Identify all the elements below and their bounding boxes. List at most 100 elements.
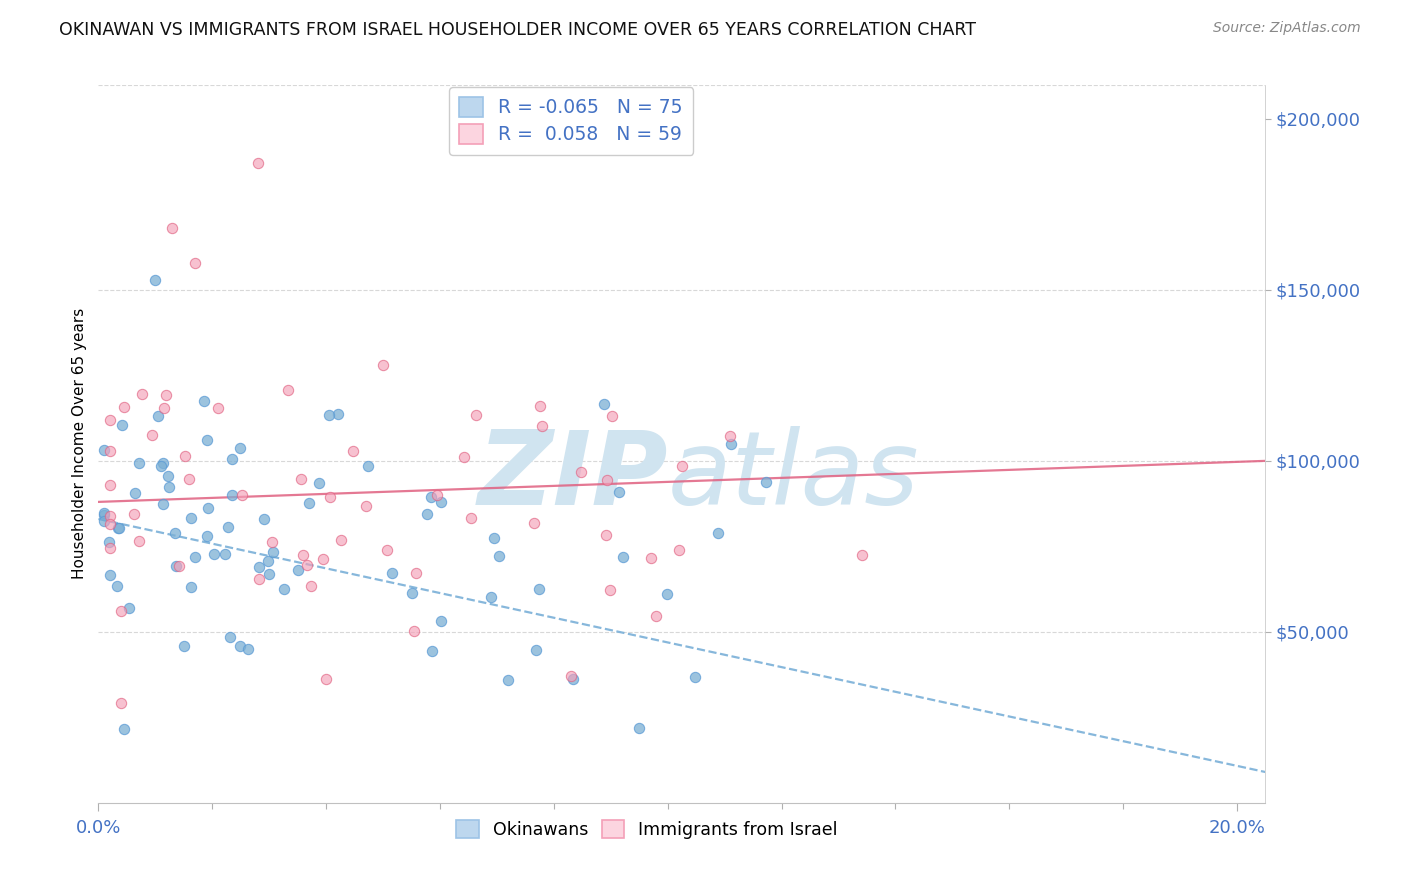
Point bbox=[146, 409, 169, 423]
Point bbox=[221, 452, 243, 467]
Point bbox=[291, 548, 314, 562]
Point bbox=[595, 528, 617, 542]
Point bbox=[527, 582, 550, 596]
Point bbox=[98, 541, 121, 556]
Point bbox=[592, 397, 614, 411]
Point bbox=[124, 507, 146, 521]
Point bbox=[524, 643, 547, 657]
Point bbox=[531, 419, 554, 434]
Point bbox=[479, 590, 502, 604]
Point bbox=[707, 525, 730, 540]
Point bbox=[262, 534, 284, 549]
Point bbox=[596, 473, 619, 487]
Point bbox=[195, 433, 218, 447]
Point bbox=[162, 221, 184, 235]
Point bbox=[287, 564, 309, 578]
Point bbox=[112, 722, 135, 736]
Point bbox=[247, 573, 270, 587]
Point bbox=[228, 441, 250, 455]
Point bbox=[193, 394, 215, 409]
Point bbox=[484, 531, 506, 545]
Point bbox=[668, 542, 690, 557]
Point bbox=[238, 641, 260, 656]
Point bbox=[354, 499, 377, 513]
Point bbox=[375, 542, 398, 557]
Point bbox=[252, 512, 274, 526]
Text: ZIP: ZIP bbox=[477, 425, 668, 526]
Point bbox=[110, 604, 132, 618]
Text: Source: ZipAtlas.com: Source: ZipAtlas.com bbox=[1213, 21, 1361, 36]
Point bbox=[152, 497, 174, 511]
Point bbox=[405, 566, 427, 580]
Point bbox=[98, 443, 121, 458]
Point bbox=[401, 586, 423, 600]
Y-axis label: Householder Income Over 65 years: Householder Income Over 65 years bbox=[72, 308, 87, 580]
Point bbox=[231, 488, 253, 502]
Point bbox=[159, 480, 181, 494]
Point bbox=[150, 459, 173, 474]
Point bbox=[720, 437, 742, 451]
Point bbox=[93, 443, 115, 458]
Point bbox=[599, 582, 621, 597]
Point bbox=[165, 559, 187, 574]
Legend: Okinawans, Immigrants from Israel: Okinawans, Immigrants from Israel bbox=[449, 814, 845, 846]
Point bbox=[640, 550, 662, 565]
Point bbox=[488, 549, 510, 563]
Point bbox=[173, 639, 195, 653]
Point bbox=[156, 469, 179, 483]
Point bbox=[312, 552, 335, 566]
Point bbox=[163, 525, 186, 540]
Point bbox=[98, 413, 121, 427]
Point bbox=[315, 672, 337, 686]
Point bbox=[600, 409, 623, 423]
Point bbox=[607, 484, 630, 499]
Point bbox=[217, 520, 239, 534]
Point bbox=[277, 384, 299, 398]
Point bbox=[523, 516, 546, 530]
Point bbox=[131, 387, 153, 401]
Point bbox=[645, 609, 668, 624]
Point bbox=[177, 472, 200, 486]
Point bbox=[167, 559, 190, 574]
Point bbox=[98, 567, 121, 582]
Point bbox=[143, 273, 166, 287]
Point bbox=[197, 501, 219, 516]
Point bbox=[718, 428, 741, 442]
Point bbox=[97, 534, 120, 549]
Point bbox=[202, 547, 225, 561]
Point bbox=[851, 548, 873, 562]
Point bbox=[318, 408, 340, 422]
Point bbox=[110, 697, 132, 711]
Point bbox=[429, 614, 451, 628]
Point bbox=[262, 545, 284, 559]
Point bbox=[328, 408, 350, 422]
Point bbox=[329, 533, 352, 547]
Point bbox=[295, 558, 318, 573]
Point bbox=[308, 476, 330, 491]
Point bbox=[107, 521, 129, 535]
Point bbox=[180, 511, 202, 525]
Point bbox=[184, 549, 207, 564]
Point bbox=[128, 533, 150, 548]
Point bbox=[465, 408, 488, 422]
Point bbox=[628, 721, 651, 735]
Point bbox=[257, 553, 280, 567]
Point bbox=[155, 388, 177, 402]
Point bbox=[453, 450, 475, 464]
Point bbox=[247, 560, 270, 574]
Point bbox=[246, 156, 269, 170]
Point bbox=[299, 578, 322, 592]
Point bbox=[319, 490, 342, 504]
Point bbox=[529, 399, 551, 413]
Point bbox=[371, 358, 394, 372]
Point bbox=[685, 670, 707, 684]
Point bbox=[498, 673, 520, 687]
Point bbox=[152, 456, 174, 470]
Point bbox=[111, 418, 134, 433]
Point bbox=[207, 401, 229, 415]
Point bbox=[402, 624, 425, 639]
Point bbox=[214, 547, 236, 561]
Text: OKINAWAN VS IMMIGRANTS FROM ISRAEL HOUSEHOLDER INCOME OVER 65 YEARS CORRELATION : OKINAWAN VS IMMIGRANTS FROM ISRAEL HOUSE… bbox=[59, 21, 976, 39]
Point bbox=[420, 644, 443, 658]
Point bbox=[98, 517, 121, 532]
